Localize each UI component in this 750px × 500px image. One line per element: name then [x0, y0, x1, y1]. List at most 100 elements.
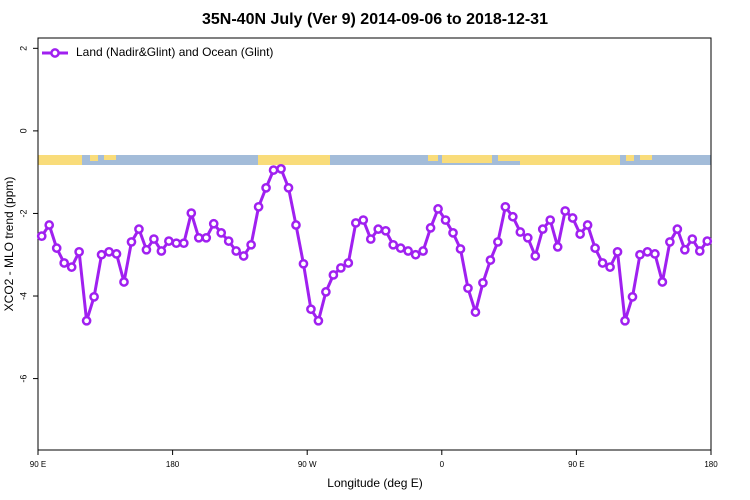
data-point — [373, 224, 384, 234]
chart-title: 35N-40N July (Ver 9) 2014-09-06 to 2018-… — [202, 11, 548, 28]
data-point — [126, 237, 137, 247]
data-point — [672, 224, 683, 234]
data-point — [485, 255, 496, 265]
data-point — [358, 215, 369, 225]
data-point — [59, 258, 70, 268]
data-point — [44, 220, 55, 230]
data-point — [418, 246, 428, 256]
data-point — [380, 225, 391, 236]
data-point — [403, 246, 413, 256]
data-point — [306, 304, 316, 315]
y-axis-label: XCO2 - MLO trend (ppm) — [2, 177, 16, 312]
data-point — [119, 277, 129, 287]
data-point — [186, 208, 197, 218]
map-strip — [38, 155, 711, 165]
map-land — [258, 155, 330, 165]
plot-frame — [37, 37, 712, 451]
data-point — [238, 251, 249, 261]
x-tick-label: 0 — [440, 460, 445, 469]
data-point — [246, 239, 256, 250]
data-point — [552, 242, 563, 252]
data-point — [336, 263, 346, 273]
x-tick-label: 180 — [704, 460, 718, 469]
data-point — [478, 277, 488, 288]
data-point — [665, 237, 675, 247]
data-point — [111, 249, 122, 259]
map-land — [442, 155, 492, 163]
data-point — [96, 249, 107, 260]
map-land — [640, 155, 652, 160]
y-tick-label: 0 — [18, 128, 28, 133]
data-point — [178, 238, 189, 249]
data-point — [149, 234, 159, 244]
data-point — [702, 236, 713, 246]
data-point — [433, 204, 443, 214]
data-point — [687, 234, 698, 244]
data-point — [500, 201, 511, 212]
data-point — [493, 237, 503, 247]
data-point — [425, 223, 436, 233]
data-point — [350, 218, 361, 228]
data-point — [365, 234, 376, 244]
map-land — [498, 155, 520, 161]
data-point — [268, 165, 279, 175]
data-point — [694, 246, 705, 256]
data-point — [515, 227, 526, 237]
data-point — [51, 243, 62, 253]
x-tick-label: 180 — [166, 460, 180, 469]
data-point — [627, 291, 638, 302]
data-point — [522, 232, 533, 243]
map-land — [520, 155, 620, 165]
data-point — [530, 251, 541, 261]
data-point — [291, 220, 301, 230]
data-line — [40, 167, 709, 323]
data-point — [507, 211, 518, 222]
data-point — [567, 213, 578, 223]
data-point — [321, 287, 331, 297]
legend-label: Land (Nadir&Glint) and Ocean (Glint) — [76, 45, 273, 59]
data-point — [66, 262, 77, 272]
y-tick-label: -6 — [18, 375, 28, 383]
data-point — [164, 236, 174, 246]
data-point — [448, 228, 458, 238]
data-point — [537, 224, 548, 234]
data-point — [560, 206, 571, 216]
data-point — [89, 291, 99, 302]
data-point — [388, 239, 399, 250]
data-point — [455, 244, 466, 254]
data-point — [590, 243, 600, 253]
data-point — [81, 315, 92, 326]
x-tick-label: 90 W — [298, 460, 317, 469]
data-point — [208, 218, 219, 229]
data-point — [216, 228, 227, 238]
data-point — [134, 224, 144, 234]
data-point — [545, 215, 556, 225]
data-point — [283, 183, 294, 193]
data-point — [605, 262, 615, 272]
data-point — [650, 249, 660, 259]
x-axis-label: Longitude (deg E) — [327, 476, 422, 490]
data-point — [104, 246, 114, 257]
data-point — [679, 244, 690, 255]
data-point — [276, 164, 286, 174]
map-land — [104, 155, 116, 160]
data-point — [463, 283, 473, 294]
data-point — [470, 307, 481, 317]
data-point — [223, 236, 234, 246]
data-point — [74, 246, 84, 257]
data-point — [201, 232, 212, 243]
data-point — [328, 270, 339, 280]
y-tick-label: -4 — [18, 292, 28, 300]
data-point — [231, 246, 242, 256]
data-point — [261, 183, 271, 193]
data-point — [642, 246, 653, 257]
legend-marker — [50, 48, 60, 58]
data-point — [612, 246, 623, 257]
data-point — [141, 244, 152, 255]
data-point — [343, 258, 354, 268]
y-tick-label: 2 — [18, 46, 28, 51]
map-land — [428, 155, 438, 161]
data-point — [440, 215, 451, 225]
data-point — [298, 258, 309, 269]
